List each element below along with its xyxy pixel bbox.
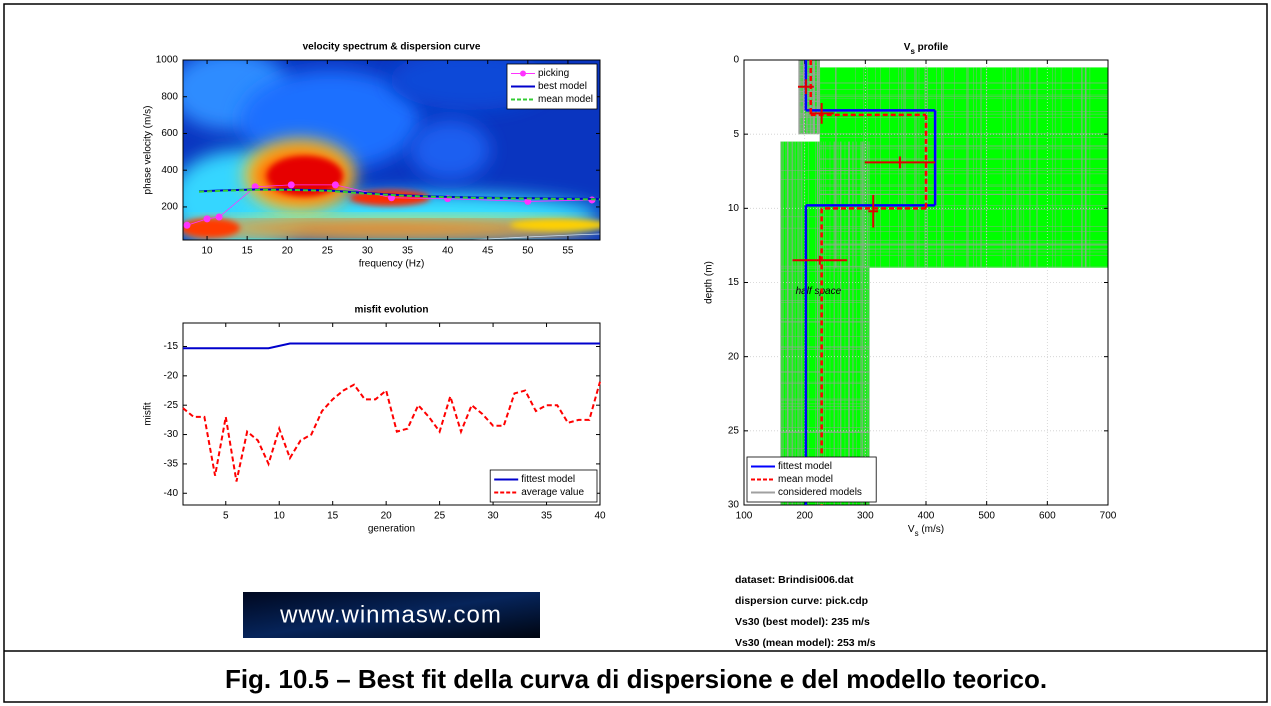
figure: www.winmasw.com dataset: Brindisi006.dat… (0, 0, 1271, 706)
y-tick-label: -25 (164, 400, 179, 411)
series-line (183, 382, 600, 482)
x-tick-label: 10 (274, 511, 286, 522)
info-line: Vs30 (mean model): 253 m/s (735, 637, 876, 649)
chart-title: Vs profile (904, 42, 949, 56)
x-axis-label: frequency (Hz) (359, 259, 425, 270)
legend-label: fittest model (521, 474, 575, 485)
x-tick-label: 300 (857, 511, 874, 522)
caption: Fig. 10.5 – Best fit della curva di disp… (225, 664, 1047, 694)
page: {"chart_data": [ {"type": "line", "title… (0, 0, 1271, 706)
x-tick-label: 50 (522, 246, 534, 257)
x-tick-label: 55 (562, 246, 574, 257)
y-tick-label: -15 (164, 341, 179, 352)
x-tick-label: 500 (978, 511, 995, 522)
y-axis-label: phase velocity (m/s) (143, 106, 154, 195)
pick-point (184, 222, 191, 229)
chart-title: misfit evolution (355, 305, 429, 316)
y-tick-label: 20 (728, 351, 740, 362)
pick-point (332, 181, 339, 188)
legend-marker (520, 71, 526, 77)
x-tick-label: 30 (362, 246, 374, 257)
y-tick-label: 400 (161, 165, 178, 176)
y-tick-label: 600 (161, 128, 178, 139)
y-tick-label: 15 (728, 277, 740, 288)
info-line: dispersion curve: pick.cdp (735, 595, 868, 607)
annotation: half space (796, 286, 842, 297)
x-tick-label: 700 (1100, 511, 1117, 522)
spectrum-blob (410, 120, 490, 180)
x-tick-label: 30 (488, 511, 500, 522)
legend-label: average value (521, 487, 584, 498)
y-tick-label: 0 (733, 55, 739, 66)
x-tick-label: 40 (594, 511, 606, 522)
chart-title-rest: profile (915, 42, 949, 53)
y-tick-label: -20 (164, 370, 179, 381)
legend-label: picking (538, 68, 569, 79)
considered-models (780, 60, 1108, 505)
y-axis-label: depth (m) (704, 261, 715, 304)
y-tick-label: -35 (164, 459, 179, 470)
y-tick-label: 30 (728, 500, 740, 511)
chart-title: velocity spectrum & dispersion curve (303, 42, 481, 53)
info-line: Vs30 (best model): 235 m/s (735, 616, 870, 628)
x-tick-label: 20 (381, 511, 393, 522)
pick-point (288, 181, 295, 188)
x-tick-label: 35 (402, 246, 414, 257)
x-axis-label: Vs (m/s) (908, 524, 944, 538)
legend-label: mean model (778, 474, 833, 485)
spectrum-blob (510, 219, 610, 231)
info-line: dataset: Brindisi006.dat (735, 574, 854, 586)
x-tick-label: 100 (736, 511, 753, 522)
x-tick-label: 600 (1039, 511, 1056, 522)
legend-label: mean model (538, 94, 593, 105)
pick-point (204, 215, 211, 222)
y-tick-label: 5 (733, 129, 739, 140)
series-line (183, 344, 600, 349)
x-tick-label: 15 (242, 246, 254, 257)
x-tick-label: 25 (434, 511, 446, 522)
y-tick-label: 1000 (156, 55, 179, 66)
x-axis-label-rest: (m/s) (919, 524, 945, 535)
y-axis-label: misfit (143, 402, 154, 426)
x-tick-label: 35 (541, 511, 553, 522)
pick-point (216, 214, 223, 221)
x-tick-label: 45 (482, 246, 494, 257)
x-tick-label: 15 (327, 511, 339, 522)
y-tick-label: -40 (164, 488, 179, 499)
x-tick-label: 10 (201, 246, 213, 257)
legend-label: best model (538, 81, 587, 92)
x-tick-label: 5 (223, 511, 229, 522)
y-tick-label: 25 (728, 425, 740, 436)
x-tick-label: 40 (442, 246, 454, 257)
x-tick-label: 200 (796, 511, 813, 522)
logo-text: www.winmasw.com (279, 601, 502, 628)
y-tick-label: 800 (161, 91, 178, 102)
y-tick-label: -30 (164, 429, 179, 440)
x-axis-label: generation (368, 524, 415, 535)
x-tick-label: 20 (282, 246, 294, 257)
x-tick-label: 400 (918, 511, 935, 522)
y-tick-label: 200 (161, 202, 178, 213)
legend-label: considered models (778, 487, 862, 498)
x-tick-label: 25 (322, 246, 334, 257)
y-tick-label: 10 (728, 203, 740, 214)
legend-label: fittest model (778, 461, 832, 472)
